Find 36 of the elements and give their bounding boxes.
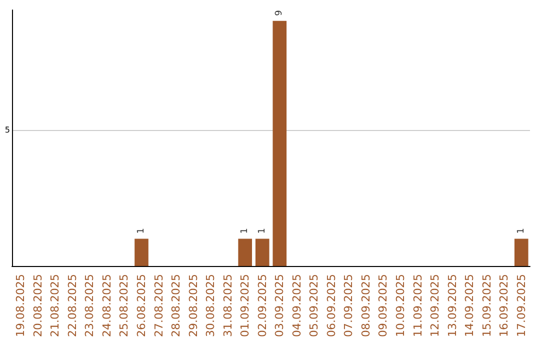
data-label: 1 (516, 228, 526, 234)
x-tick-label: 04.09.2025 (290, 274, 304, 338)
x-tick-label: 24.08.2025 (100, 274, 114, 338)
x-tick-label: 27.08.2025 (152, 274, 166, 338)
data-label: 1 (136, 228, 146, 234)
data-label: 1 (240, 228, 250, 234)
x-tick-label: 09.09.2025 (376, 274, 390, 338)
x-tick-label: 13.09.2025 (446, 274, 459, 338)
x-tick-label: 06.09.2025 (324, 274, 338, 338)
x-tick-label: 14.09.2025 (463, 274, 476, 338)
x-tick-label: 20.08.2025 (31, 274, 44, 338)
x-tick-label: 07.09.2025 (342, 274, 356, 338)
x-tick-label: 31.08.2025 (221, 274, 234, 338)
x-tick-label: 28.08.2025 (170, 274, 183, 338)
y-tick-label: 5 (4, 125, 10, 134)
x-tick-label: 12.09.2025 (428, 274, 442, 338)
x-tick-label: 15.09.2025 (480, 274, 494, 338)
x-tick-label: 17.09.2025 (514, 274, 528, 338)
x-tick-label: 21.08.2025 (48, 274, 62, 338)
data-label: 9 (274, 10, 285, 16)
x-tick-label: 08.09.2025 (359, 274, 372, 338)
x-tick-label: 26.08.2025 (135, 274, 148, 338)
x-tick-label: 03.09.2025 (273, 274, 286, 338)
x-tick-label: 19.08.2025 (14, 274, 28, 338)
x-tick-label: 16.09.2025 (498, 274, 511, 338)
x-tick-label: 10.09.2025 (394, 274, 407, 338)
x-tick-label: 23.08.2025 (83, 274, 96, 338)
x-tick-label: 01.09.2025 (238, 274, 252, 338)
x-tick-label: 25.08.2025 (118, 274, 131, 338)
x-tick-label: 29.08.2025 (186, 274, 200, 338)
data-label: 1 (257, 228, 268, 234)
x-tick-label: 11.09.2025 (411, 274, 424, 338)
x-tick-label: 05.09.2025 (308, 274, 321, 338)
x-tick-label: 22.08.2025 (66, 274, 79, 338)
x-tick-label: 02.09.2025 (256, 274, 269, 338)
x-tick-label: 30.08.2025 (204, 274, 218, 338)
